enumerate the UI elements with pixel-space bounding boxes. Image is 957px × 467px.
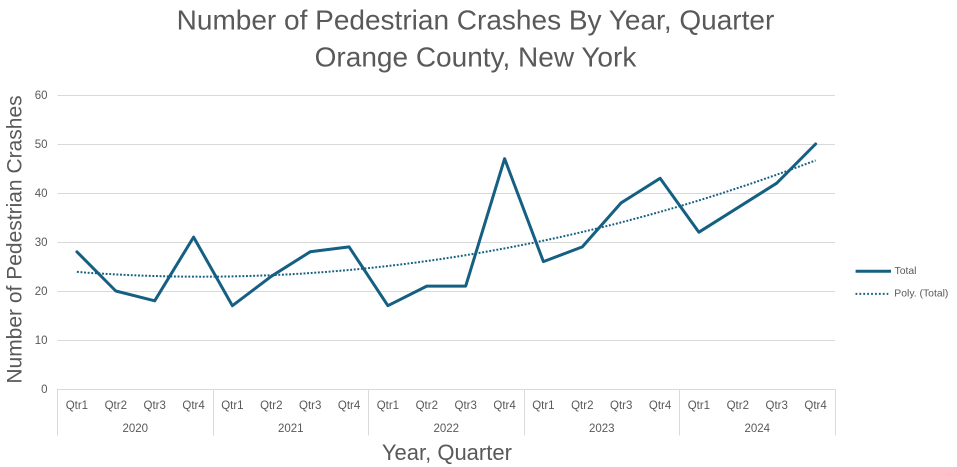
svg-text:Total: Total	[895, 266, 917, 277]
svg-text:2024: 2024	[744, 423, 770, 435]
svg-text:Qtr3: Qtr3	[766, 400, 788, 412]
svg-text:2021: 2021	[278, 423, 304, 435]
svg-text:10: 10	[35, 335, 48, 347]
svg-text:20: 20	[35, 286, 48, 298]
svg-text:Qtr4: Qtr4	[338, 400, 361, 412]
svg-text:Qtr1: Qtr1	[532, 400, 554, 412]
svg-text:Year, Quarter: Year, Quarter	[382, 440, 512, 465]
svg-text:0: 0	[41, 384, 47, 396]
svg-text:2020: 2020	[122, 423, 148, 435]
svg-text:Qtr2: Qtr2	[727, 400, 749, 412]
svg-text:Number of Pedestrian Crashes B: Number of Pedestrian Crashes By Year, Qu…	[177, 5, 775, 36]
svg-text:Qtr1: Qtr1	[377, 400, 399, 412]
svg-text:Number of Pedestrian Crashes: Number of Pedestrian Crashes	[4, 95, 27, 383]
svg-text:Qtr1: Qtr1	[688, 400, 710, 412]
svg-text:Qtr1: Qtr1	[221, 400, 243, 412]
svg-text:40: 40	[35, 188, 48, 200]
svg-text:Qtr2: Qtr2	[571, 400, 593, 412]
svg-text:Qtr3: Qtr3	[455, 400, 477, 412]
svg-text:Orange County, New York: Orange County, New York	[315, 42, 638, 73]
svg-text:Qtr2: Qtr2	[416, 400, 438, 412]
svg-text:Qtr2: Qtr2	[260, 400, 282, 412]
svg-text:2022: 2022	[433, 423, 459, 435]
svg-text:Qtr4: Qtr4	[493, 400, 516, 412]
svg-text:30: 30	[35, 237, 48, 249]
svg-text:Poly. (Total): Poly. (Total)	[894, 288, 948, 299]
svg-text:Qtr1: Qtr1	[66, 400, 88, 412]
svg-text:Qtr3: Qtr3	[299, 400, 321, 412]
svg-text:Qtr2: Qtr2	[105, 400, 127, 412]
svg-text:60: 60	[35, 90, 48, 102]
svg-text:Qtr4: Qtr4	[182, 400, 205, 412]
svg-text:50: 50	[35, 139, 48, 151]
svg-text:Qtr3: Qtr3	[610, 400, 632, 412]
svg-text:Qtr3: Qtr3	[144, 400, 166, 412]
svg-text:Qtr4: Qtr4	[649, 400, 672, 412]
svg-text:2023: 2023	[589, 423, 615, 435]
svg-text:Qtr4: Qtr4	[804, 400, 827, 412]
